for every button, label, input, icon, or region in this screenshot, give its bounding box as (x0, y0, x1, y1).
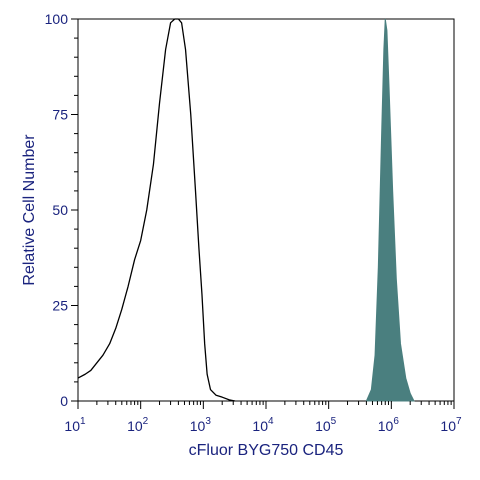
y-axis-title: Relative Cell Number (21, 134, 38, 286)
histogram-filled-series (365, 18, 415, 402)
x-tick-label: 102 (127, 416, 149, 434)
x-tick-label: 107 (440, 416, 462, 434)
histogram-outline-series (77, 18, 236, 402)
y-axis-ticks: 0 25 50 75 100 (45, 11, 78, 409)
plot-area: 0 25 50 75 100 101 102 103 104 105 106 107 (45, 11, 462, 434)
y-tick-label: 100 (45, 11, 69, 27)
x-tick-label: 101 (64, 416, 86, 434)
x-tick-label: 105 (315, 416, 337, 434)
y-tick-label: 25 (52, 298, 68, 314)
series-layer (77, 18, 415, 402)
x-axis-ticks: 101 102 103 104 105 106 107 (64, 401, 462, 434)
x-tick-label: 106 (378, 416, 400, 434)
y-tick-label: 50 (52, 202, 68, 218)
x-axis-title: cFluor BYG750 CD45 (189, 442, 344, 459)
y-tick-label: 0 (60, 393, 68, 409)
y-tick-label: 75 (52, 107, 68, 123)
x-tick-label: 103 (190, 416, 212, 434)
x-tick-label: 104 (252, 416, 274, 434)
